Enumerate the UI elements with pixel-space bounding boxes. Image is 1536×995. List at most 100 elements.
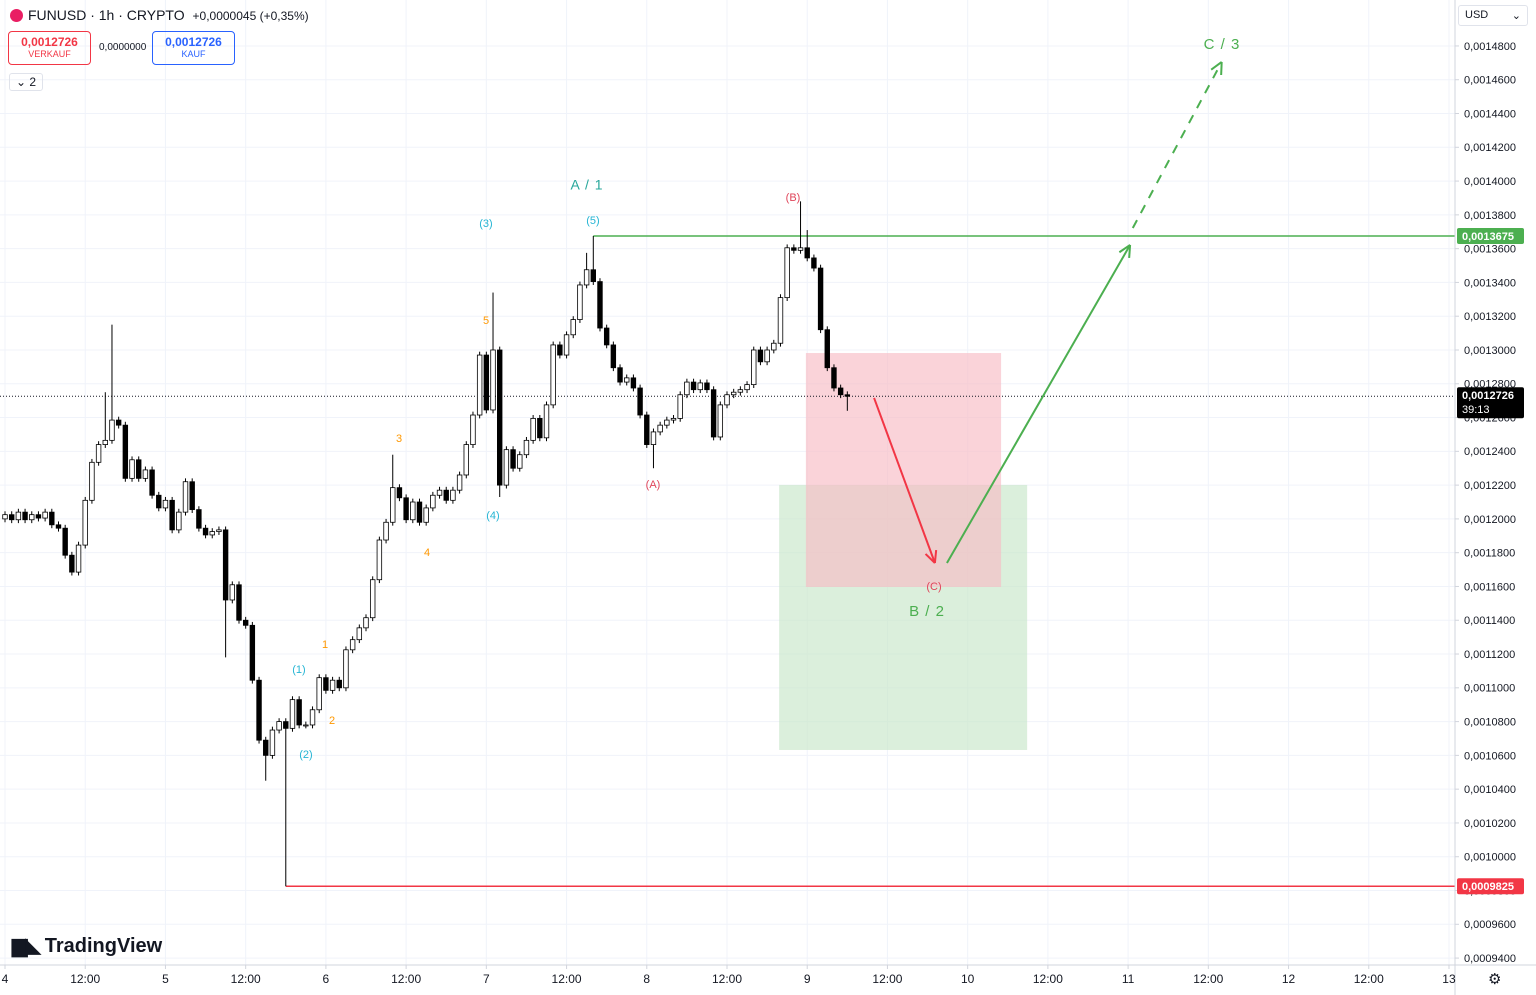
candle-body (490, 349, 496, 411)
x-tick-label: 12:00 (1033, 972, 1063, 986)
candle-body (450, 489, 456, 501)
x-tick-label: 4 (2, 972, 9, 986)
x-tick-label: 12:00 (70, 972, 100, 986)
candle-body (724, 394, 730, 406)
candle-body (443, 489, 449, 501)
y-tick-label: 0,0012000 (1464, 514, 1516, 526)
y-tick-label: 0,0011200 (1464, 649, 1515, 661)
last-price-tag (1457, 387, 1524, 419)
candle-body (811, 257, 817, 269)
x-tick-label: 5 (162, 972, 169, 986)
x-tick-label: 12:00 (231, 972, 261, 986)
indicators-toggle[interactable]: ⌄ 2 (9, 73, 44, 91)
candle-body (369, 579, 376, 619)
candle-body (563, 334, 570, 356)
candle-body (35, 514, 42, 519)
wave-label: 3 (396, 433, 402, 445)
candle-body (797, 247, 804, 251)
candle-body (517, 454, 523, 469)
buy-button[interactable]: 0,0012726 KAUF (152, 31, 235, 65)
wave-label: (3) (479, 218, 492, 230)
candle-body (751, 349, 757, 386)
symbol-icon (10, 9, 23, 22)
candle-body (216, 529, 222, 532)
candle-body (249, 624, 256, 681)
arrow-head (1220, 61, 1223, 76)
candle-body (222, 529, 229, 601)
candle-body (115, 419, 122, 426)
candle-body (670, 417, 677, 421)
candle-body (837, 387, 844, 396)
candle-body (390, 487, 396, 523)
y-tick-label: 0,0009400 (1464, 953, 1516, 965)
candle-body (456, 474, 463, 491)
candle-body (436, 489, 443, 496)
y-tick-label: 0,0014800 (1464, 41, 1516, 53)
spread: 0,0000000 (99, 42, 147, 53)
sell-price: 0,0012726 (21, 35, 78, 49)
y-tick-label: 0,0013400 (1464, 277, 1516, 289)
x-tick-label: 10 (961, 972, 975, 986)
candle-body (256, 679, 262, 741)
candle-body (296, 699, 302, 726)
candle-body (263, 739, 269, 756)
symbol-bar: FUNUSD · 1h · CRYPTO +0,0000045 (+0,35%) (10, 7, 309, 23)
y-tick-label: 0,0010600 (1464, 750, 1516, 762)
arrow (946, 244, 1131, 564)
candle-body (497, 349, 503, 486)
arrow (1131, 61, 1223, 229)
settings-icon[interactable]: ⚙ (1488, 971, 1502, 988)
sell-label: VERKAUF (28, 49, 71, 59)
level-tag (1457, 227, 1524, 244)
y-tick-label: 0,0010400 (1464, 784, 1516, 796)
wave-label: 1 (322, 639, 328, 651)
wave-label: 2 (329, 715, 335, 727)
candle-body (176, 511, 182, 531)
candle-body (376, 539, 383, 581)
wave-label: (A) (646, 479, 661, 491)
x-tick-label: 6 (323, 972, 330, 986)
level-tag (1457, 878, 1524, 895)
currency-button[interactable]: USD ⌄ (1458, 5, 1528, 26)
x-tick-label: 13 (1442, 972, 1456, 986)
candle-body (209, 531, 215, 536)
candle-body (323, 677, 329, 691)
candle-body (136, 459, 142, 479)
candle-body (637, 387, 643, 416)
candle-body (69, 554, 75, 573)
candle-body (129, 459, 135, 479)
candle-body (410, 501, 416, 521)
candle-body (329, 679, 336, 691)
x-tick-label: 12:00 (872, 972, 902, 986)
x-tick-label: 12:00 (712, 972, 742, 986)
y-tick-label: 0,0013200 (1464, 311, 1516, 323)
candle-body (757, 349, 764, 363)
candle-body (363, 617, 369, 629)
candle-body (15, 511, 22, 521)
candle-body (503, 449, 510, 486)
sell-button[interactable]: 0,0012726 VERKAUF (8, 31, 91, 65)
arrow (873, 397, 936, 564)
candle-body (42, 511, 48, 519)
y-tick-label: 0,0011600 (1464, 581, 1515, 593)
y-tick-label: 0,0014400 (1464, 108, 1516, 120)
y-tick-label: 0,0013000 (1464, 345, 1516, 357)
candle-body (423, 507, 429, 523)
symbol[interactable]: FUNUSD · 1h · CRYPTO (28, 7, 185, 23)
x-tick-label: 12:00 (552, 972, 582, 986)
y-tick-label: 0,0011000 (1464, 683, 1515, 695)
candle-body (196, 509, 202, 529)
candle-body (75, 544, 82, 573)
candle-body (236, 584, 242, 621)
candle-body (303, 724, 309, 727)
arrow-head (1210, 61, 1223, 71)
candle-body (817, 267, 824, 331)
candle-body (169, 499, 175, 531)
candle-body (162, 499, 169, 509)
wave-label: (C) (926, 581, 941, 593)
candle-body (156, 494, 162, 509)
candle-body (730, 391, 737, 396)
candle-body (430, 494, 436, 509)
currency: USD (1465, 9, 1489, 21)
